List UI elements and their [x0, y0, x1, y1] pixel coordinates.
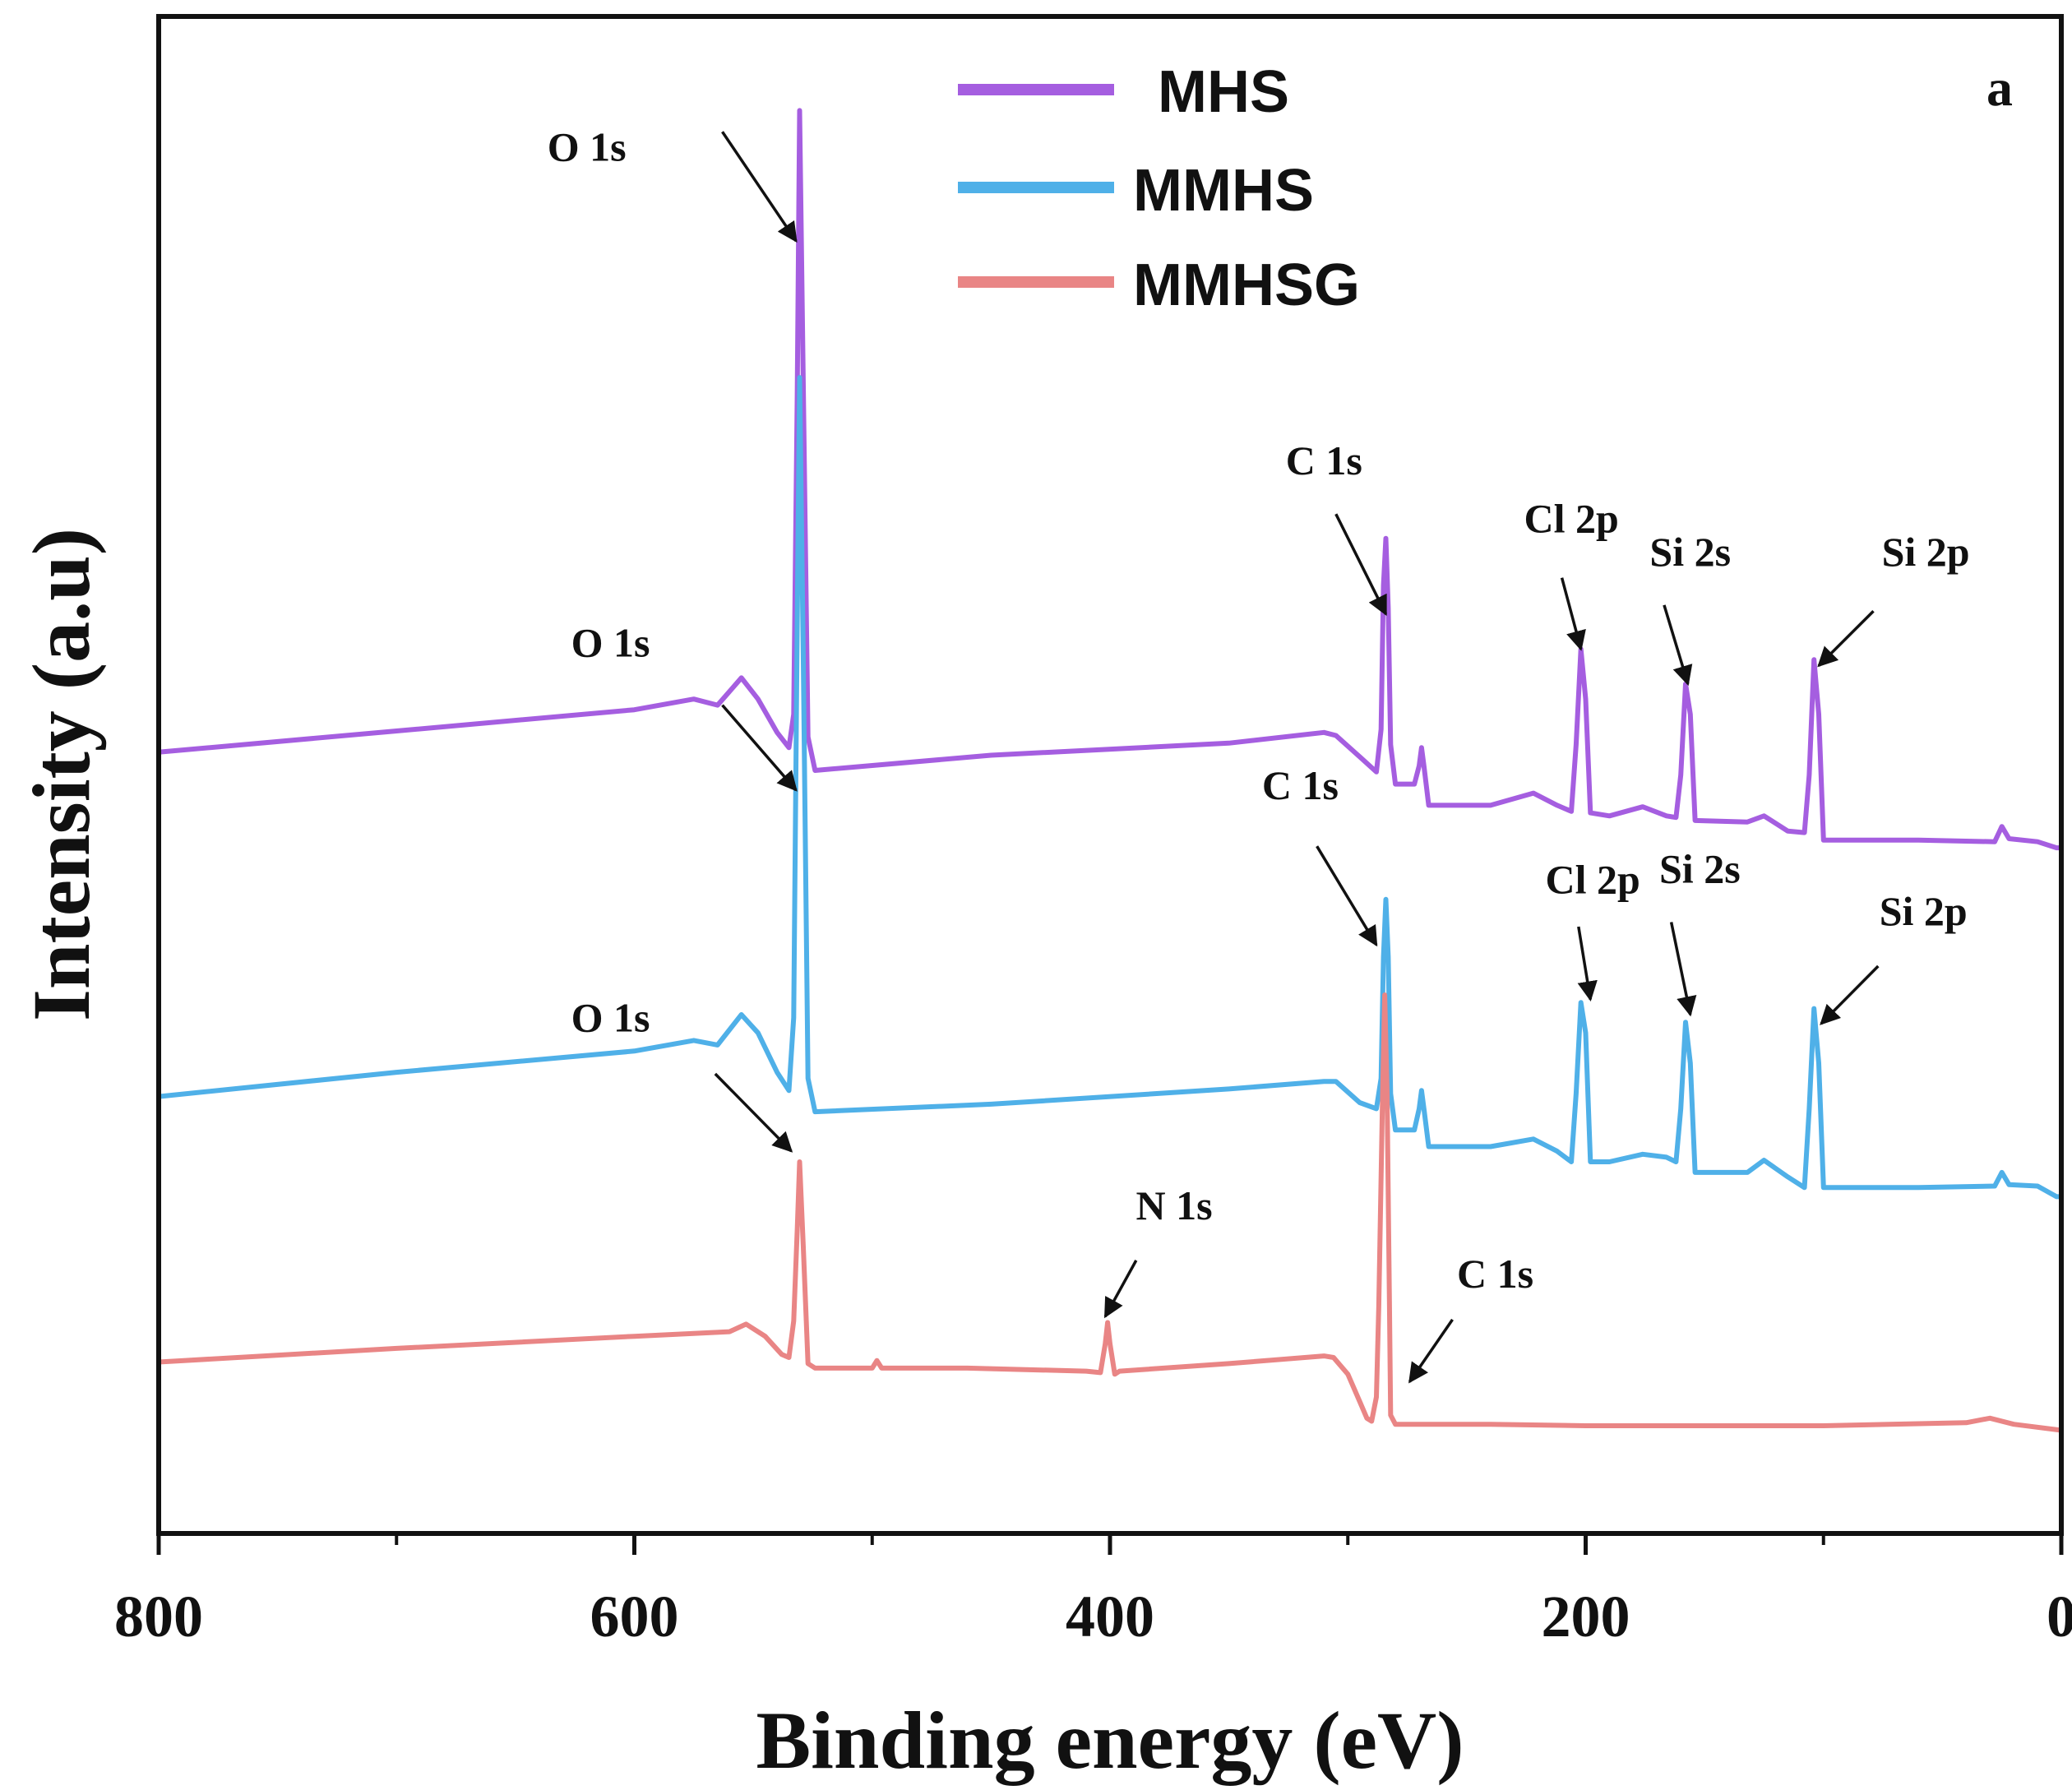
x-tick-label-400: 400 — [1066, 1584, 1154, 1649]
series-line-mhs — [156, 108, 2064, 851]
annotation-arrow-o-1s-mmhs — [721, 704, 798, 792]
legend-entry-mhs: MHS — [958, 59, 1289, 125]
annotation-label-o-1s-mmhsg: O 1s — [571, 994, 650, 1040]
annotation-label-o-1s-mmhs: O 1s — [571, 620, 650, 666]
x-axis-title: Binding energy (eV) — [756, 1695, 1464, 1786]
plot-background — [159, 16, 2061, 1533]
x-axis: 800 600 400 200 0 — [114, 1533, 2072, 1649]
panel-label: a — [1986, 58, 2013, 117]
x-tick-label-0: 0 — [2047, 1584, 2072, 1649]
annotation-label-si-2s-mmhs: Si 2s — [1659, 845, 1741, 891]
annotation-arrow-n-1s-mmhsg — [1103, 1260, 1138, 1319]
legend-label-mmhs: MMHS — [1133, 158, 1314, 224]
annotation-arrow-c-1s-mhs — [1334, 513, 1388, 617]
legend-entry-mmhsg: MMHSG — [958, 252, 1360, 318]
annotation-arrow-cl-2p-mmhs — [1577, 926, 1598, 1001]
x-tick-label-200: 200 — [1542, 1584, 1630, 1649]
legend-entry-mmhs: MMHS — [958, 158, 1314, 224]
x-tick-label-600: 600 — [590, 1584, 679, 1649]
annotation-label-si-2p-mmhs: Si 2p — [1880, 888, 1968, 934]
annotation-label-si-2p-mhs: Si 2p — [1882, 529, 1970, 575]
annotation-arrow-c-1s-mmhsg — [1408, 1318, 1454, 1384]
legend-label-mhs: MHS — [1158, 59, 1289, 125]
annotation-arrow-si-2s-mhs — [1663, 604, 1693, 687]
annotation-label-si-2s-mhs: Si 2s — [1649, 529, 1731, 575]
x-tick-label-800: 800 — [114, 1584, 203, 1649]
annotation-arrow-o-1s-mhs — [721, 131, 798, 243]
y-axis-title: Intensity (a.u) — [16, 528, 107, 1021]
annotation-label-c-1s-mhs: C 1s — [1286, 437, 1362, 483]
annotation-arrow-si-2p-mhs — [1817, 610, 1875, 668]
series-layer — [156, 108, 2064, 1433]
annotation-arrow-o-1s-mmhsg — [714, 1072, 793, 1153]
annotation-arrow-cl-2p-mhs — [1560, 577, 1586, 651]
series-line-mmhsg — [156, 992, 2064, 1433]
annotation-label-cl-2p-mmhs: Cl 2p — [1546, 856, 1640, 902]
annotation-label-o-1s-mhs: O 1s — [548, 123, 627, 169]
legend: MHS MMHS MMHSG — [958, 59, 1360, 318]
annotation-arrow-si-2p-mmhs — [1820, 964, 1880, 1025]
annotation-label-cl-2p-mhs: Cl 2p — [1524, 495, 1618, 541]
series-line-mmhs — [156, 375, 2064, 1200]
annotation-label-n-1s-mmhsg: N 1s — [1136, 1182, 1213, 1228]
annotation-layer: O 1s C 1s Cl 2p Si 2s Si 2p O 1s C 1s Cl 2p Si 2… — [548, 123, 1970, 1384]
annotation-arrow-c-1s-mmhs — [1316, 845, 1378, 947]
legend-label-mmhsg: MMHSG — [1133, 252, 1360, 318]
annotation-label-c-1s-mmhsg: C 1s — [1457, 1251, 1533, 1297]
annotation-label-c-1s-mmhs: C 1s — [1262, 762, 1339, 808]
annotation-arrow-si-2s-mmhs — [1669, 922, 1697, 1017]
